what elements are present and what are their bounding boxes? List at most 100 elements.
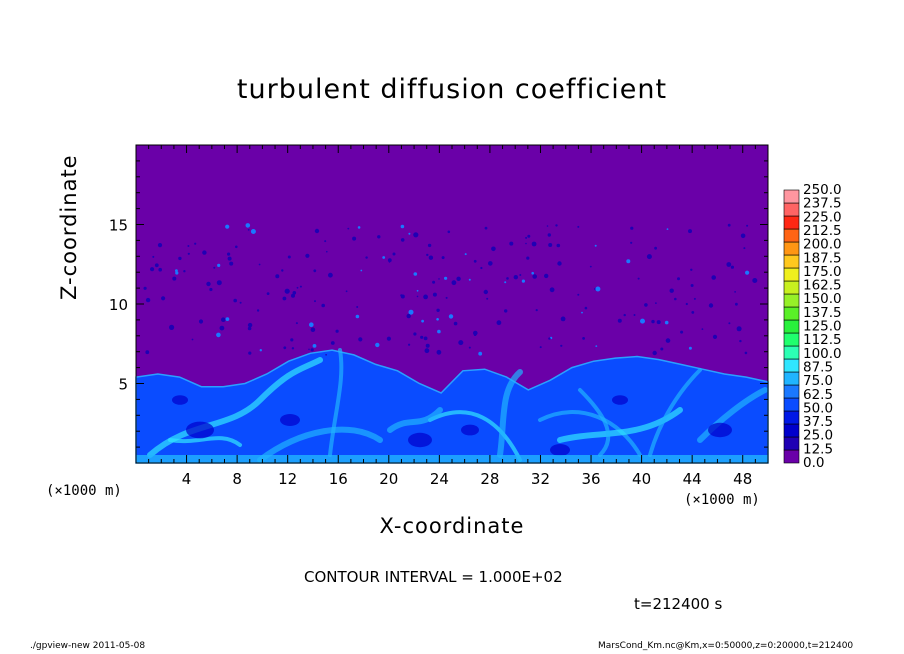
colorbar-swatch [783,384,800,399]
turbulent-spot [423,294,428,300]
turbulent-spot [548,337,551,340]
turbulent-spot [152,255,155,258]
turbulent-band [428,410,522,462]
colorbar-swatch [783,241,800,256]
turbulent-spot [637,277,640,280]
turbulent-spot [432,292,437,297]
turbulent-band [257,426,383,463]
colorbar-swatch [783,189,800,204]
turbulent-spot [693,297,696,300]
turbulent-spot [504,281,507,284]
turbulent-band [147,357,323,458]
turbulent-spot [428,255,434,260]
turbulent-spot [549,287,555,293]
turbulent-band [648,368,702,457]
eddy [280,414,300,426]
turbulent-spot [313,269,317,273]
colorbar-label: 75.0 [803,373,833,389]
turbulent-spot [423,336,428,341]
colorbar-label: 162.5 [803,278,842,294]
turbulent-spot [525,236,528,239]
turbulent-spot [660,347,664,351]
x-tick-label: 48 [733,470,752,488]
turbulent-spot [284,288,290,294]
x-axis-unit: (×1000 m) [684,492,760,508]
turbulent-spot [355,314,360,319]
turbulent-spot [420,335,424,339]
turbulent-spot [669,288,674,293]
colorbar-label: 87.5 [803,359,833,375]
turbulent-spot [547,233,551,237]
turbulent-spot [256,309,260,312]
turbulent-plumes [135,348,769,464]
turbulent-spot [375,342,380,348]
turbulent-spot [480,266,483,270]
turbulent-spot [216,280,222,286]
colorbar-swatch [783,371,800,386]
turbulent-band [168,436,242,447]
turbulent-spot [386,336,391,341]
turbulent-spot [746,224,749,227]
turbulent-spot [688,229,692,234]
turbulent-spot [413,332,417,336]
turbulent-spot [735,302,738,306]
x-tick-label: 40 [632,470,651,488]
turbulent-spots [143,223,758,356]
turbulent-spot [408,343,411,346]
turbulent-spot [227,256,232,261]
turbulent-spot [752,278,758,283]
turbulent-spot [630,226,634,230]
turbulent-spot [504,309,508,313]
turbulent-spot [247,326,252,331]
turbulent-spot [408,232,411,235]
colorbar-label: 175.0 [803,264,842,280]
turbulent-spot [728,322,731,325]
turbulent-spot [157,243,163,248]
colorbar-label: 125.0 [803,319,842,335]
turbulent-spot [365,256,368,259]
eddy [550,444,570,456]
turbulent-spot [310,327,316,333]
turbulent-spot [726,262,732,267]
turbulent-spot [531,271,534,275]
turbulent-spot [291,293,295,298]
turbulent-spot [143,286,147,290]
turbulent-spot [633,314,636,316]
colorbar-label: 62.5 [803,387,833,403]
colorbar-swatch [783,280,800,295]
turbulent-spot [287,255,291,259]
turbulent-spot [227,252,231,256]
turbulent-spot [519,274,522,276]
turbulent-spot [488,261,493,266]
turbulent-spot [172,276,177,281]
colorbar-label: 112.5 [803,332,842,348]
turbulent-spot [308,348,310,351]
turbulent-spot [513,275,518,280]
turbulent-spot [310,348,314,352]
turbulent-band [328,348,344,457]
turbulent-spot [314,228,320,234]
turbulent-spot [225,224,230,229]
x-tick-label: 24 [430,470,449,488]
turbulent-spot [436,349,442,355]
turbulent-spot [194,242,197,245]
colorbar: 0.012.525.037.550.062.575.087.5100.0112.… [783,182,842,471]
turbulent-spot [413,232,419,238]
turbulent-spot [617,318,622,323]
turbulent-spot [473,259,477,263]
turbulent-band [697,387,768,443]
turbulent-spot [595,286,601,292]
turbulent-spot [248,351,252,355]
eddy [461,424,479,436]
turbulent-spot [250,229,256,234]
turbulent-spot [424,348,430,354]
turbulent-spot [213,266,216,269]
turbulent-spot [217,263,221,267]
turbulent-spot [744,351,748,355]
turbulent-spot [680,330,684,334]
turbulent-spot [266,292,270,295]
turbulent-spot [535,309,538,312]
colorbar-swatch [783,449,800,464]
colorbar-label: 150.0 [803,291,842,307]
